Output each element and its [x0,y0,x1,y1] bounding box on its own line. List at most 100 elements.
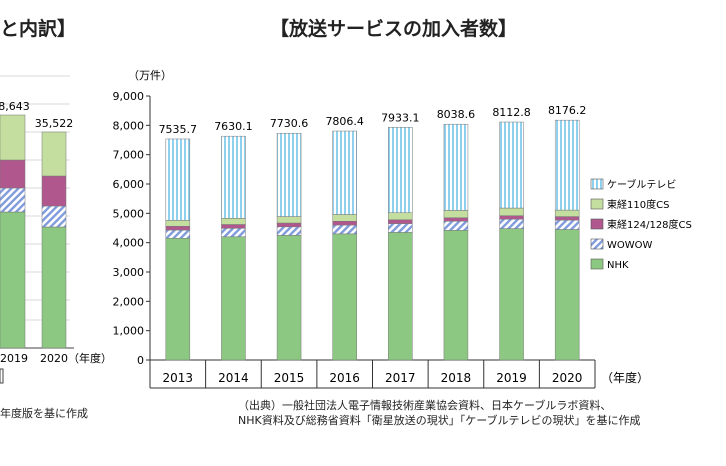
bar-segment [443,217,469,222]
bar-segment [443,221,469,231]
bar-segment [276,222,302,228]
x-tick-label: 2015 [274,371,305,385]
bar-segment [332,224,357,235]
bar-segment [499,207,524,216]
bar-segment [332,233,357,361]
y-tick-label: 9,000 [113,90,145,103]
legend-label: 東経124/128度CS [607,218,692,231]
y-axis-label: （万件） [128,69,172,82]
bar-total-label: 8038.6 [437,108,476,121]
source-line-2: NHK資料及び総務省資料「衛星放送の現状」「ケーブルテレビの現状」を基に作成 [238,414,641,427]
bar-segment [276,216,302,224]
x-tick-label: 2018 [441,371,472,385]
bar-segment [221,228,246,238]
left-bar-segment [41,205,67,228]
legend-swatch [590,238,604,250]
bar-total-label: 7630.1 [214,120,253,133]
bar-segment [221,135,246,219]
left-bar-total-label: 38,643 [0,100,30,113]
left-bar-segment [0,114,26,161]
y-tick-label: 0 [137,354,144,367]
bar-segment [499,215,524,220]
bar-segment [221,224,246,229]
y-tick-label: 6,000 [113,178,145,191]
left-bar-segment [0,187,26,213]
source-line-1: （出典）一般社団法人電子情報技術産業協会資料、日本ケーブルラボ資料、 [238,399,612,412]
x-tick-label: 2017 [385,371,416,385]
y-tick-label: 4,000 [113,237,145,250]
bar-segment [221,236,246,361]
bar-segment [276,132,302,217]
legend-label: ケーブルテレビ [607,178,676,191]
legend-swatch [590,198,604,210]
bar-segment [165,138,191,221]
legend-label: 東経110度CS [607,198,669,211]
legend-swatch [590,258,604,270]
x-tick-label: 2019 [496,371,527,385]
left-frame-fragment [0,368,4,384]
left-bar-segment [41,226,67,349]
left-bar-segment [0,211,26,349]
bar-segment [221,218,246,225]
left-bar-segment [0,159,26,189]
bar-segment [499,228,524,361]
x-tick-label: 2016 [329,371,360,385]
bar-segment [499,121,524,209]
bar-total-label: 8176.2 [548,104,587,117]
bar-segment [332,221,357,226]
x-tick-label: 2014 [218,371,249,385]
bar-segment [388,212,413,221]
bar-segment [499,218,524,229]
y-tick-label: 5,000 [113,207,145,220]
bar-total-label: 7933.1 [381,111,420,124]
bar-segment [388,127,413,213]
left-x-tick-label: 2019 [0,352,28,365]
bar-segment [276,235,302,361]
bar-segment [276,226,302,236]
legend-label: NHK [607,260,629,271]
bar-segment [443,230,469,361]
bar-total-label: 7535.7 [159,123,198,136]
left-bar-segment [41,175,67,207]
y-tick-label: 7,000 [113,149,145,162]
legend-swatch [590,218,604,230]
left-bar-total-label: 35,522 [35,117,74,130]
bar-segment [443,123,469,211]
bar-segment [165,238,191,361]
y-tick-label: 1,000 [113,325,145,338]
bar-segment [388,232,413,361]
legend-label: WOWOW [607,240,653,251]
source-note: （出典）一般社団法人電子情報技術産業協会資料、日本ケーブルラボ資料、 NHK資料… [238,398,641,428]
bar-segment [554,229,580,361]
left-bar-segment [41,131,67,177]
x-tick-label: 2020 [552,371,583,385]
bar-total-label: 7730.6 [270,117,309,130]
y-tick-label: 2,000 [113,295,145,308]
bar-segment [554,216,580,221]
chart-title: 【放送サービスの加入者数】 [270,18,518,40]
main-chart: （万件） 0 1,000 2,000 3,000 4,000 5,000 6,000 7,000… [113,69,649,389]
y-tick-label: 3,000 [113,266,145,279]
bar-total-label: 7806.4 [325,115,364,128]
x-tick-label: 2013 [163,371,194,385]
bar-segment [165,220,191,227]
bar-segment [554,209,580,217]
bar-segment [554,119,580,211]
bar-segment [554,219,580,230]
bar-segment [332,130,357,215]
bar-segment [165,225,191,231]
bar-total-label: 8112.8 [492,106,531,119]
bar-segment [165,229,191,239]
bar-segment [388,223,413,233]
bar-segment [332,214,357,222]
left-panel-chart: 38,643 35,522 2019 2020（年度） [0,75,112,384]
bar-segment [443,210,469,218]
legend-swatch [590,178,604,190]
x-axis-label: （年度） [601,370,649,385]
y-tick-label: 8,000 [113,119,145,132]
left-x-tick-label: 2020（年度） [40,351,112,365]
left-panel-source: 年度版を基に作成 [0,407,88,420]
